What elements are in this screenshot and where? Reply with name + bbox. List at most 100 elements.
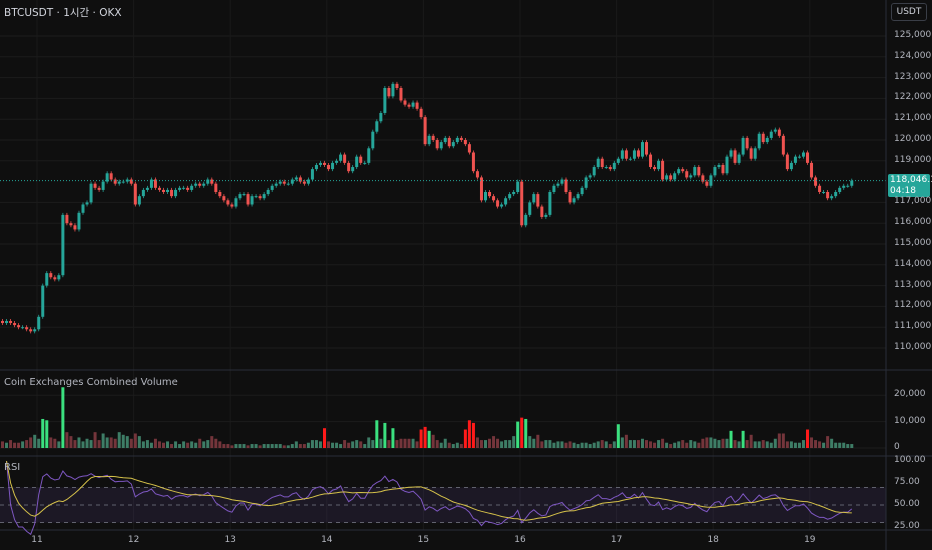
volume-bar xyxy=(367,437,371,448)
candle-body xyxy=(572,198,576,203)
volume-bar xyxy=(524,418,528,448)
candle-body xyxy=(343,154,347,163)
volume-bar xyxy=(178,444,182,448)
volume-bar xyxy=(552,442,556,448)
volume-bar xyxy=(133,433,137,448)
candle-body xyxy=(447,137,451,147)
candle-body xyxy=(810,162,814,178)
candle-body xyxy=(850,180,854,186)
volume-bar xyxy=(411,438,415,448)
volume-bar xyxy=(109,437,113,448)
price-tick-label: 116,000.0 xyxy=(894,217,932,228)
candle-body xyxy=(323,162,326,165)
volume-bar xyxy=(580,442,584,448)
candle-body xyxy=(612,162,616,170)
volume-bar xyxy=(323,428,326,448)
volume-bar xyxy=(270,444,274,448)
volume-bar xyxy=(757,441,761,448)
volume-bar xyxy=(262,444,266,448)
volume-bar xyxy=(302,444,306,448)
candle-body xyxy=(705,181,709,186)
candle-body xyxy=(403,100,407,105)
candle-body xyxy=(375,121,379,132)
volume-bar xyxy=(745,440,749,448)
candle-body xyxy=(407,104,411,107)
candle-body xyxy=(455,137,459,143)
volume-bar xyxy=(830,438,834,448)
symbol-title[interactable]: BTCUSDT · 1시간 · OKX xyxy=(4,7,122,19)
volume-bar xyxy=(765,441,769,448)
volume-bar xyxy=(826,436,830,448)
volume-bar xyxy=(576,444,580,448)
volume-bar xyxy=(681,440,685,448)
volume-bar xyxy=(25,440,29,448)
volume-bar xyxy=(145,440,149,448)
candle-body xyxy=(218,192,222,197)
candle-body xyxy=(753,148,757,159)
candle-body xyxy=(741,137,745,155)
candle-body xyxy=(842,185,846,188)
volume-bar xyxy=(588,444,592,448)
candle-body xyxy=(363,162,367,164)
volume-bar xyxy=(600,440,604,448)
candle-body xyxy=(592,167,596,176)
volume-bar xyxy=(230,445,234,448)
candle-body xyxy=(721,164,725,174)
volume-bar xyxy=(834,442,838,448)
volume-bar xyxy=(85,438,89,448)
volume-bar xyxy=(685,442,689,448)
volume-pane-label: Coin Exchanges Combined Volume xyxy=(4,377,178,388)
volume-bar xyxy=(439,442,443,448)
candle-body xyxy=(765,137,769,143)
volume-bar xyxy=(45,420,49,448)
candle-body xyxy=(496,200,500,207)
candle-body xyxy=(769,131,773,138)
volume-bar xyxy=(359,441,363,448)
candle-body xyxy=(685,171,689,178)
volume-bar xyxy=(721,438,725,448)
currency-button[interactable]: USDT xyxy=(891,3,927,21)
candle-body xyxy=(439,142,443,149)
volume-bar xyxy=(753,441,757,448)
volume-bar xyxy=(363,444,367,448)
volume-bar xyxy=(447,442,451,448)
volume-bar xyxy=(661,438,665,448)
volume-bar xyxy=(649,441,653,448)
candle-body xyxy=(73,225,77,230)
candle-body xyxy=(33,329,37,332)
volume-bar xyxy=(673,442,677,448)
candle-body xyxy=(170,189,174,197)
candle-body xyxy=(777,129,781,136)
candle-body xyxy=(1,320,4,324)
volume-bar xyxy=(343,440,347,448)
candle-body xyxy=(818,185,822,192)
volume-bar xyxy=(399,438,403,448)
volume-bars xyxy=(1,387,854,448)
candle-body xyxy=(520,181,524,226)
volume-bar xyxy=(294,441,298,448)
volume-bar xyxy=(612,441,616,448)
candles xyxy=(1,81,854,334)
candle-body xyxy=(524,214,528,226)
volume-bar xyxy=(33,434,37,448)
candle-body xyxy=(488,192,492,197)
volume-bar xyxy=(645,440,648,448)
candle-body xyxy=(97,187,101,190)
candle-body xyxy=(632,150,636,159)
time-tick-label: 16 xyxy=(514,535,526,545)
time-tick-label: 18 xyxy=(707,535,719,545)
candle-body xyxy=(395,83,399,88)
candle-body xyxy=(737,154,741,163)
volume-bar xyxy=(733,440,737,448)
volume-bar xyxy=(335,442,339,448)
volume-bar xyxy=(218,441,222,448)
candle-body xyxy=(661,160,665,180)
volume-bar xyxy=(274,444,278,448)
candle-body xyxy=(560,179,564,184)
volume-bar xyxy=(741,430,745,448)
candle-body xyxy=(335,160,339,163)
price-tick-label: 125,000.0 xyxy=(894,30,932,40)
volume-bar xyxy=(306,442,310,448)
volume-bar xyxy=(49,437,53,448)
